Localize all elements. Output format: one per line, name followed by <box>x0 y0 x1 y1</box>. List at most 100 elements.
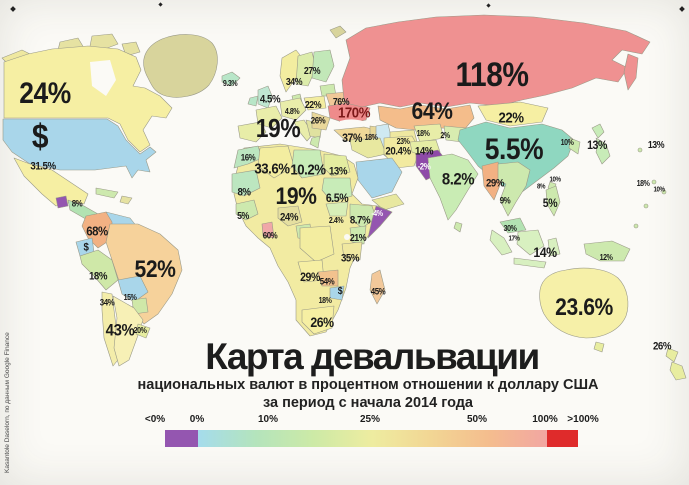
island-java <box>513 257 547 269</box>
map-label-turkey: 37% <box>342 131 362 145</box>
map-label-botswana: 18% <box>318 296 332 305</box>
map-title: Карта девальвации <box>205 336 540 377</box>
map-label-china: 5.5% <box>484 133 544 166</box>
country-greenland <box>143 34 218 98</box>
map-label-sudan: 6.5% <box>325 191 349 205</box>
country-peru <box>79 249 119 291</box>
country-iraq-syria <box>349 137 387 159</box>
country-germany <box>279 97 307 121</box>
map-label-argentina: 43% <box>105 320 135 340</box>
map-label-kenya: 21% <box>349 233 367 244</box>
map-label-iran: 20.4% <box>385 145 411 158</box>
country-mongolia <box>477 101 549 127</box>
country-brazil <box>105 223 183 325</box>
map-label-russia: 118% <box>455 56 529 94</box>
country-greece <box>309 135 321 149</box>
map-label-ethiopia: 8.7% <box>349 214 371 227</box>
pacific-island <box>637 147 643 153</box>
country-svalbard <box>329 25 347 39</box>
country-uk <box>257 85 273 109</box>
map-label-afghanistan: 14% <box>414 145 434 158</box>
map-label-tanzania: 35% <box>340 252 360 265</box>
country-libya <box>291 149 325 179</box>
country-poland <box>303 95 327 111</box>
country-kenya <box>349 225 367 245</box>
country-madagascar <box>369 269 386 305</box>
country-guinea <box>235 199 259 221</box>
legend-label-50: 50% <box>466 414 488 425</box>
country-usa <box>2 118 157 179</box>
country-south-africa <box>301 305 335 335</box>
country-india <box>427 153 479 221</box>
map-label-colombia: 68% <box>86 223 108 239</box>
legend-label-0: <0% <box>144 414 166 425</box>
map-label-south-sudan: 2.4% <box>328 216 344 225</box>
map-label-australia: 23.6% <box>555 294 613 321</box>
map-label-algeria: 33.6% <box>254 160 290 178</box>
map-label-canada: 24% <box>19 77 71 110</box>
lake-victoria <box>344 234 350 240</box>
pacific-island <box>633 223 639 229</box>
map-label-poland: 22% <box>304 100 322 111</box>
country-hispaniola <box>119 195 133 205</box>
country-kamchatka <box>623 53 639 91</box>
island-sumatra <box>489 229 513 256</box>
map-label-eurozone: 19% <box>255 113 301 143</box>
country-cuba <box>95 187 119 199</box>
map-label-nigeria: 24% <box>279 211 299 224</box>
map-label-south-korea: 10% <box>560 138 574 147</box>
country-china <box>457 121 575 193</box>
map-label-iceland: 9.3% <box>222 79 238 88</box>
country-japan <box>591 123 611 165</box>
hudson-bay <box>90 60 116 96</box>
legend-gradient-bar <box>198 430 547 447</box>
map-label-singapore: 17% <box>508 235 520 243</box>
map-label-turkmenistan: 23% <box>396 137 410 146</box>
map-label-honduras: 8% <box>71 198 83 209</box>
country-sudan <box>321 177 353 203</box>
island-new-guinea <box>583 240 631 262</box>
map-label-zimbabwe-dollar: $ <box>337 286 343 297</box>
map-label-usa-dollar: $ <box>31 118 49 156</box>
country-philippines <box>545 185 561 217</box>
country-egypt <box>323 153 351 177</box>
map-label-madagascar: 45% <box>370 286 386 297</box>
legend-label-0: 0% <box>189 414 205 425</box>
map-label-west-africa: 19% <box>275 183 317 210</box>
country-malaysia <box>499 217 527 234</box>
country-australia <box>539 267 629 339</box>
map-label-peru: 18% <box>88 270 108 283</box>
map-label-ukraine: 170% <box>337 104 371 122</box>
map-label-belarus: 76% <box>332 97 350 108</box>
map-label-zambia: 54% <box>319 276 335 287</box>
map-label-papua-new-guinea: 12% <box>599 253 613 262</box>
map-label-caucasus: 18% <box>364 133 378 142</box>
map-label-philippines: 5% <box>542 196 558 210</box>
country-ethiopia <box>349 203 377 229</box>
country-ireland <box>247 95 259 107</box>
country-indochina <box>497 161 531 217</box>
map-label-ghana: 60% <box>262 230 278 241</box>
map-label-hong-kong: 8% <box>536 183 546 191</box>
legend-negative-block <box>165 430 198 447</box>
country-mexico <box>13 157 89 207</box>
map-label-uk: 4.5% <box>259 93 281 106</box>
map-label-sweden: 27% <box>303 66 321 77</box>
map-label-guinea: 5% <box>237 211 249 222</box>
country-drc <box>299 225 335 263</box>
country-guatemala <box>55 195 69 209</box>
island-borneo <box>516 229 545 256</box>
country-algeria <box>257 145 295 179</box>
legend-label-100: 100% <box>532 414 558 425</box>
map-label-pacific-1: 13% <box>647 140 665 151</box>
map-label-paraguay: 15% <box>123 293 137 302</box>
country-kazakhstan <box>377 104 475 131</box>
map-label-mauritania: 8% <box>237 186 251 199</box>
map-label-indonesia: 14% <box>533 244 557 260</box>
country-zambia <box>317 269 339 287</box>
legend-label-10: 10% <box>257 414 279 425</box>
map-label-thailand: 9% <box>499 195 511 206</box>
country-mauritania <box>231 169 261 197</box>
